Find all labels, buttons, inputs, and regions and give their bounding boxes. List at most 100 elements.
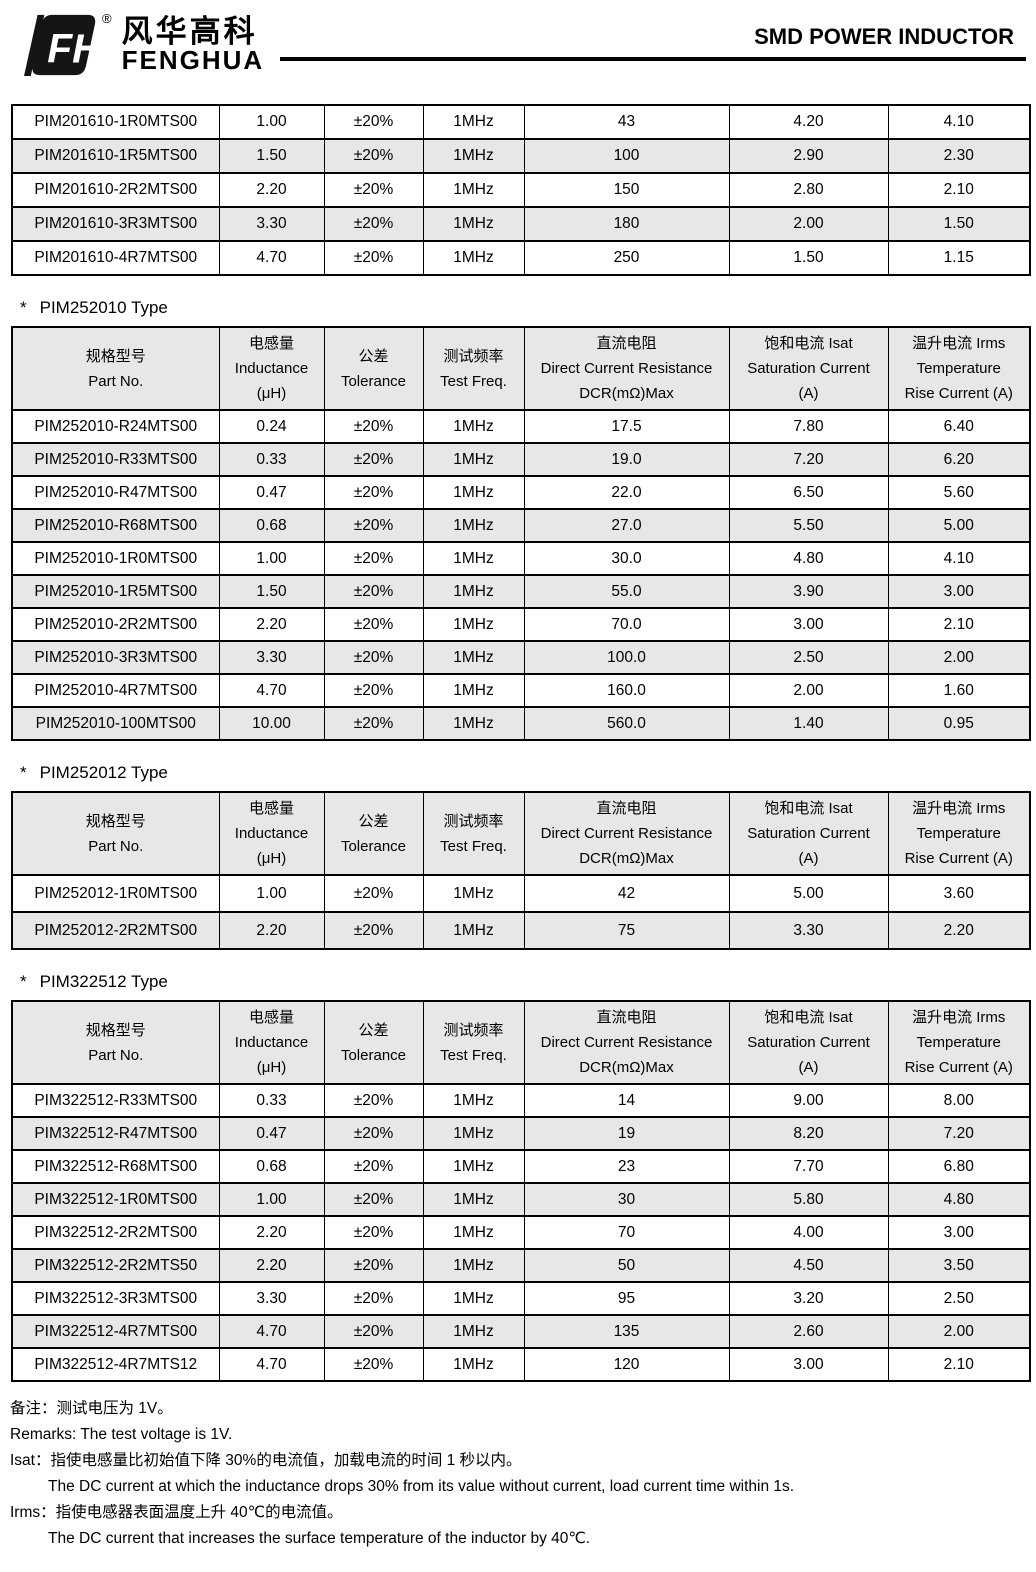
cell-freq: 1MHz [422, 240, 525, 276]
cell-part: PIM322512-4R7MTS00 [11, 1314, 220, 1349]
table-row: PIM201610-3R3MTS00 3.30 ±20% 1MHz 180 2.00 1.5… [11, 206, 1031, 242]
cell-dcr: 560.0 [523, 706, 730, 741]
cell-isat: 5.00 [728, 874, 889, 913]
column-header-line: Part No. [88, 372, 144, 390]
footnote-line: Irms：指使电感器表面温度上升 40℃的电流值。 [10, 1504, 343, 1521]
registered-trademark-icon: ® [102, 11, 112, 26]
cell-inductance: 3.30 [218, 640, 325, 675]
cell-freq: 1MHz [422, 475, 525, 510]
column-header-line: 饱和电流 Isat [764, 335, 853, 352]
column-header-isat: 饱和电流 Isat Saturation Current (A) [728, 326, 889, 411]
cell-part: PIM252010-R24MTS00 [11, 409, 220, 444]
cell-irms: 0.95 [887, 706, 1031, 741]
column-header-line: Tolerance [340, 1046, 407, 1064]
cell-dcr: 100 [523, 138, 730, 174]
cell-part: PIM322512-4R7MTS12 [11, 1347, 220, 1382]
cell-isat: 4.50 [728, 1248, 889, 1283]
column-header-tolerance: 公差 Tolerance [323, 791, 424, 876]
footnote-line: The DC current that increases the surfac… [48, 1530, 591, 1547]
cell-tolerance: ±20% [323, 1215, 424, 1250]
column-header-freq: 测试频率 Test Freq. [422, 326, 525, 411]
cell-freq: 1MHz [422, 172, 525, 208]
cell-inductance: 0.68 [218, 1149, 325, 1184]
column-header-line: (A) [798, 850, 819, 867]
cell-irms: 1.50 [887, 206, 1031, 242]
cell-tolerance: ±20% [323, 475, 424, 510]
column-header-line: DCR(mΩ)Max [579, 850, 674, 867]
column-header-part: 规格型号 Part No. [11, 1000, 220, 1085]
cell-part: PIM201610-4R7MTS00 [11, 240, 220, 276]
header-right: SMD POWER INDUCTOR [280, 12, 1026, 61]
cell-part: PIM201610-2R2MTS00 [11, 172, 220, 208]
spec-table-pim252010: 规格型号 Part No. 电感量 Inductance (μH) 公差 Tolerance… [11, 326, 1031, 741]
table-row: PIM252010-1R0MTS00 1.00 ±20% 1MHz 30.0 4.80 4.… [11, 541, 1031, 576]
section-marker-icon: * [20, 763, 27, 782]
cell-part: PIM252010-3R3MTS00 [11, 640, 220, 675]
cell-dcr: 100.0 [523, 640, 730, 675]
column-header-line: 规格型号 [85, 812, 146, 830]
column-header-line: 电感量 [248, 335, 294, 352]
cell-freq: 1MHz [422, 874, 525, 913]
cell-freq: 1MHz [422, 1347, 525, 1382]
table-row: PIM252010-R33MTS00 0.33 ±20% 1MHz 19.0 7.20 6.… [11, 442, 1031, 477]
column-header-line: 公差 [358, 812, 389, 830]
section-title-pim322512: * PIM322512 Type [20, 972, 1036, 992]
column-header-line: Direct Current Resistance [540, 360, 713, 377]
cell-irms: 3.60 [887, 874, 1031, 913]
cell-irms: 2.10 [887, 172, 1031, 208]
column-header-line: Temperature [916, 360, 1001, 377]
cell-part: PIM252010-2R2MTS00 [11, 607, 220, 642]
table-row: PIM252010-100MTS00 10.00 ±20% 1MHz 560.0 1.40… [11, 706, 1031, 741]
cell-part: PIM252010-R47MTS00 [11, 475, 220, 510]
cell-tolerance: ±20% [323, 1182, 424, 1217]
column-header-irms: 温升电流 Irms Temperature Rise Current (A) [887, 791, 1031, 876]
cell-freq: 1MHz [422, 1248, 525, 1283]
section-title-text: PIM252012 Type [39, 763, 168, 782]
column-header-line: Rise Current (A) [904, 1059, 1013, 1076]
table-row: PIM252010-R68MTS00 0.68 ±20% 1MHz 27.0 5.50 5.… [11, 508, 1031, 543]
cell-tolerance: ±20% [323, 1116, 424, 1151]
cell-irms: 7.20 [887, 1116, 1031, 1151]
cell-part: PIM252010-1R0MTS00 [11, 541, 220, 576]
cell-tolerance: ±20% [323, 1248, 424, 1283]
cell-part: PIM252012-1R0MTS00 [11, 874, 220, 913]
cell-tolerance: ±20% [323, 607, 424, 642]
cell-dcr: 135 [523, 1314, 730, 1349]
column-header-line: 测试频率 [443, 1021, 504, 1039]
cell-inductance: 0.68 [218, 508, 325, 543]
cell-dcr: 95 [523, 1281, 730, 1316]
cell-freq: 1MHz [422, 574, 525, 609]
cell-tolerance: ±20% [323, 206, 424, 242]
cell-dcr: 150 [523, 172, 730, 208]
cell-freq: 1MHz [422, 607, 525, 642]
table-header-row: 规格型号 Part No. 电感量 Inductance (μH) 公差 Tolerance… [11, 791, 1031, 876]
cell-freq: 1MHz [422, 409, 525, 444]
table-row: PIM252012-1R0MTS00 1.00 ±20% 1MHz 42 5.00 3.60 [11, 874, 1031, 913]
cell-dcr: 70 [523, 1215, 730, 1250]
footnote-line: Remarks: The test voltage is 1V. [10, 1426, 233, 1443]
cell-part: PIM322512-R33MTS00 [11, 1083, 220, 1118]
cell-inductance: 1.00 [218, 874, 325, 913]
cell-inductance: 0.24 [218, 409, 325, 444]
page-header: FH ® 风华高科 FENGHUA SMD POWER INDUCTOR [0, 10, 1036, 90]
spec-table-pim252012: 规格型号 Part No. 电感量 Inductance (μH) 公差 Tolerance… [11, 791, 1031, 950]
cell-inductance: 3.30 [218, 1281, 325, 1316]
cell-part: PIM252010-R33MTS00 [11, 442, 220, 477]
cell-isat: 9.00 [728, 1083, 889, 1118]
cell-inductance: 0.33 [218, 442, 325, 477]
page-title: SMD POWER INDUCTOR [754, 24, 1014, 49]
table-row: PIM252012-2R2MTS00 2.20 ±20% 1MHz 75 3.30 2.20 [11, 911, 1031, 950]
fenghua-logo: FH ® 风华高科 FENGHUA [14, 12, 264, 78]
table-body-pim252010: PIM252010-R24MTS00 0.24 ±20% 1MHz 17.5 7.80 6.… [11, 409, 1031, 741]
column-header-part: 规格型号 Part No. [11, 791, 220, 876]
cell-dcr: 160.0 [523, 673, 730, 708]
section-title-pim252010: * PIM252010 Type [20, 298, 1036, 318]
table-row: PIM322512-4R7MTS00 4.70 ±20% 1MHz 135 2.60 2.0… [11, 1314, 1031, 1349]
cell-irms: 1.60 [887, 673, 1031, 708]
cell-freq: 1MHz [422, 640, 525, 675]
cell-inductance: 1.50 [218, 138, 325, 174]
cell-inductance: 0.47 [218, 475, 325, 510]
cell-isat: 2.90 [728, 138, 889, 174]
cell-inductance: 2.20 [218, 1248, 325, 1283]
cell-isat: 2.60 [728, 1314, 889, 1349]
